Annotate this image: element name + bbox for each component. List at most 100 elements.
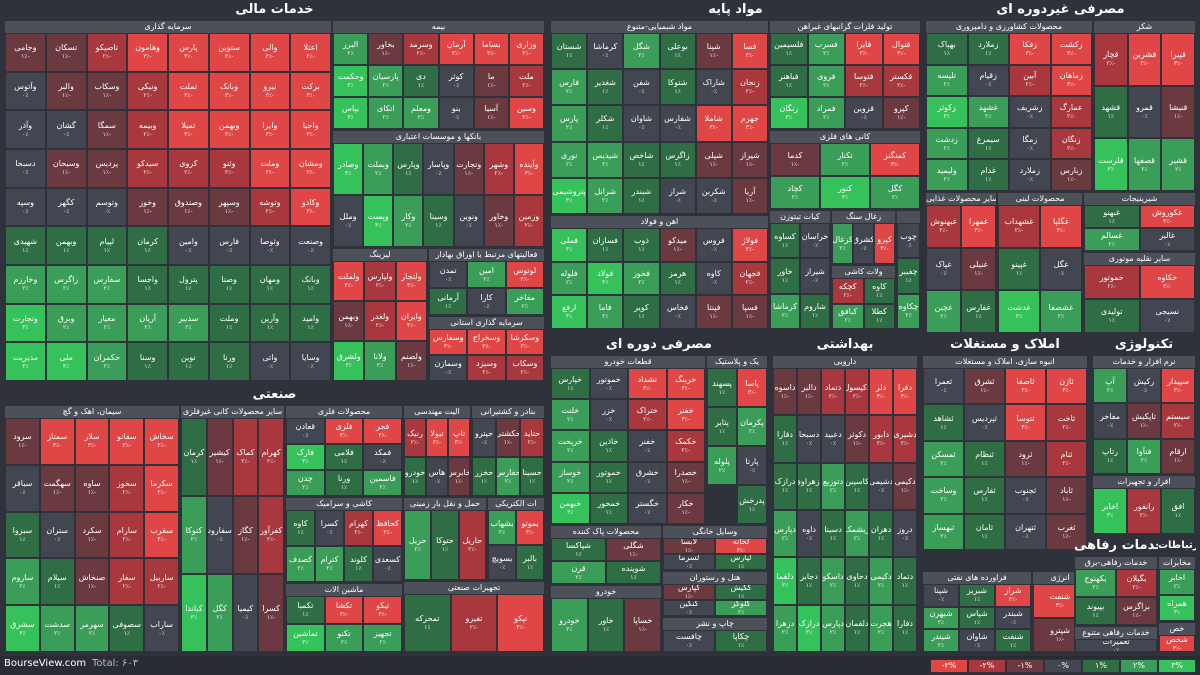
stock-tile[interactable]: زنجان -۲٪: [731, 69, 768, 106]
stock-tile[interactable]: تکنو ۲٪: [324, 624, 364, 652]
stock-tile[interactable]: تفیرو -۲٪: [450, 594, 498, 652]
stock-tile[interactable]: وسخراج -۳٪: [467, 329, 506, 355]
stock-tile[interactable]: لخانه -۳٪: [715, 538, 767, 554]
stock-tile[interactable]: سرود -۱٪: [5, 418, 40, 465]
stock-tile[interactable]: قصفها ۲٪: [1127, 138, 1162, 191]
stock-tile[interactable]: لوتوس -۳٪: [505, 261, 544, 288]
stock-tile[interactable]: کچکه -۲٪: [832, 278, 864, 304]
stock-tile[interactable]: خموتور ۰٪: [589, 368, 628, 400]
stock-tile[interactable]: وخوز -۱٪: [127, 187, 168, 227]
stock-tile[interactable]: پارسیان ۲٪: [368, 65, 404, 97]
stock-tile[interactable]: ثتهران ۰٪: [1005, 513, 1046, 550]
stock-tile[interactable]: وتجارت ۳٪: [5, 303, 46, 343]
stock-tile[interactable]: دتماد ۱٪: [893, 557, 917, 605]
stock-tile[interactable]: درازک ۱٪: [773, 462, 797, 510]
stock-tile[interactable]: ریشمک ۲٪: [845, 509, 869, 558]
stock-tile[interactable]: افق ۱٪: [1161, 488, 1195, 534]
stock-tile[interactable]: پاسا -۳٪: [737, 368, 767, 407]
stock-tile[interactable]: زنگان -۲٪: [1050, 127, 1092, 160]
stock-tile[interactable]: بالبر ۱٪: [516, 545, 544, 580]
stock-tile[interactable]: پدرخش ۱٪: [737, 485, 767, 524]
stock-tile[interactable]: کطلا ۱٪: [863, 303, 895, 329]
stock-tile[interactable]: شاوان ۰٪: [623, 105, 660, 142]
stock-tile[interactable]: شستان ۱٪: [551, 33, 588, 70]
stock-tile[interactable]: شاوان ۰٪: [959, 629, 995, 652]
stock-tile[interactable]: سهگمت -۱٪: [39, 464, 75, 512]
stock-tile[interactable]: ونوین ۰٪: [453, 195, 484, 247]
stock-tile[interactable]: خفنر -۳٪: [666, 399, 705, 431]
stock-tile[interactable]: فسرب ۲٪: [807, 33, 845, 65]
stock-tile[interactable]: قشهد ۱٪: [1094, 85, 1128, 139]
stock-tile[interactable]: وصنعت ۰٪: [290, 226, 331, 265]
stock-tile[interactable]: خودرو ۱٪: [404, 457, 426, 496]
stock-tile[interactable]: وسایا ۰٪: [290, 342, 331, 381]
stock-tile[interactable]: ثفارس ۱٪: [964, 477, 1005, 514]
stock-tile[interactable]: امین ۲٪: [467, 261, 506, 288]
stock-tile[interactable]: وکار ۲٪: [393, 195, 424, 247]
stock-tile[interactable]: شتوکا ۱٪: [659, 69, 696, 106]
stock-tile[interactable]: غدام ۱٪: [967, 159, 1009, 191]
stock-tile[interactable]: شبندر ۱٪: [623, 177, 660, 214]
stock-tile[interactable]: کیشیر -۱٪: [206, 418, 233, 496]
stock-tile[interactable]: همراه ۳٪: [1159, 595, 1195, 621]
stock-tile[interactable]: سخوز -۲٪: [109, 464, 145, 512]
stock-tile[interactable]: وایران -۳٪: [395, 301, 427, 341]
stock-tile[interactable]: هرمز ۱٪: [659, 261, 696, 296]
stock-tile[interactable]: خکاوه -۳٪: [1139, 265, 1195, 299]
stock-tile[interactable]: وتوشه -۲٪: [249, 187, 291, 227]
stock-tile[interactable]: حکمران ۲٪: [86, 342, 128, 381]
stock-tile[interactable]: قلرست ۳٪: [1094, 138, 1128, 191]
stock-tile[interactable]: ذوب ۱٪: [623, 228, 660, 262]
stock-tile[interactable]: وملت ۱٪: [208, 303, 250, 343]
stock-tile[interactable]: کارا ۰٪: [467, 288, 506, 315]
stock-tile[interactable]: اتکای ۲٪: [368, 97, 404, 129]
stock-tile[interactable]: وآرین ۱٪: [249, 303, 291, 343]
stock-tile[interactable]: خصدرا -۱٪: [666, 461, 705, 493]
stock-tile[interactable]: داسکو ۲٪: [821, 557, 845, 605]
stock-tile[interactable]: کساوه ۱٪: [770, 223, 800, 259]
stock-tile[interactable]: غگل ۰٪: [1040, 247, 1082, 291]
stock-tile[interactable]: سقرب -۳٪: [144, 511, 179, 559]
stock-tile[interactable]: کگاز -۱٪: [232, 496, 259, 574]
stock-tile[interactable]: شیندر ۲٪: [923, 629, 959, 652]
stock-tile[interactable]: وتجارت -۱٪: [453, 143, 484, 195]
stock-tile[interactable]: وامید ۱٪: [290, 303, 331, 343]
stock-tile[interactable]: دلقما ۳٪: [773, 557, 797, 605]
stock-tile[interactable]: شپنا -۱٪: [695, 33, 732, 70]
stock-tile[interactable]: وبهمن -۳٪: [208, 110, 250, 149]
stock-tile[interactable]: وسبحان -۱٪: [45, 149, 87, 188]
stock-tile[interactable]: برکت -۳٪: [290, 71, 331, 111]
stock-tile[interactable]: سفارود ۰٪: [206, 496, 233, 574]
stock-tile[interactable]: دکپسول-۲٪: [845, 368, 869, 416]
stock-tile[interactable]: تکمبا ۱٪: [286, 596, 325, 624]
stock-tile[interactable]: فباهنر ۱٪: [770, 65, 808, 97]
stock-tile[interactable]: کاوه ۱٪: [286, 510, 315, 546]
stock-tile[interactable]: ثشاهد ۱٪: [923, 404, 964, 441]
stock-tile[interactable]: ساراب ۰٪: [144, 605, 179, 652]
stock-tile[interactable]: کیمیا ۰٪: [232, 574, 259, 652]
stock-tile[interactable]: فنآوا ۲٪: [1127, 438, 1161, 474]
stock-tile[interactable]: وسپه ۰٪: [5, 187, 46, 227]
stock-tile[interactable]: خزر ۰٪: [589, 399, 628, 431]
stock-tile[interactable]: خاور ۱٪: [770, 258, 800, 294]
stock-tile[interactable]: نیرو -۳٪: [249, 71, 291, 111]
stock-tile[interactable]: کگهر ۰٪: [45, 187, 87, 227]
stock-tile[interactable]: سفانو -۳٪: [109, 418, 145, 465]
stock-tile[interactable]: شکربن ۰٪: [695, 177, 732, 214]
stock-tile[interactable]: داوه ۰٪: [797, 509, 821, 558]
stock-tile[interactable]: وثنو -۲٪: [208, 149, 250, 188]
stock-tile[interactable]: دهران ۱٪: [869, 509, 893, 558]
stock-tile[interactable]: کویر ۱٪: [623, 295, 660, 329]
stock-tile[interactable]: ثاخت -۲٪: [1046, 404, 1087, 441]
stock-tile[interactable]: شاملا -۳٪: [695, 105, 732, 142]
stock-tile[interactable]: قمرو ۰٪: [1127, 85, 1162, 139]
stock-tile[interactable]: دعبید ۰٪: [821, 415, 845, 463]
stock-tile[interactable]: شیراز ۰٪: [800, 258, 830, 294]
stock-tile[interactable]: چکاپا ۱٪: [715, 630, 767, 652]
stock-tile[interactable]: ارقام -۱٪: [1161, 438, 1195, 474]
stock-tile[interactable]: تاپکیش -۱٪: [1127, 403, 1161, 439]
stock-tile[interactable]: کپرو -۳٪: [874, 223, 895, 264]
stock-tile[interactable]: ثشرق -۱٪: [964, 368, 1005, 405]
stock-tile[interactable]: گنگین ۰٪: [663, 600, 715, 616]
stock-tile[interactable]: کاسپین ۱٪: [845, 462, 869, 510]
